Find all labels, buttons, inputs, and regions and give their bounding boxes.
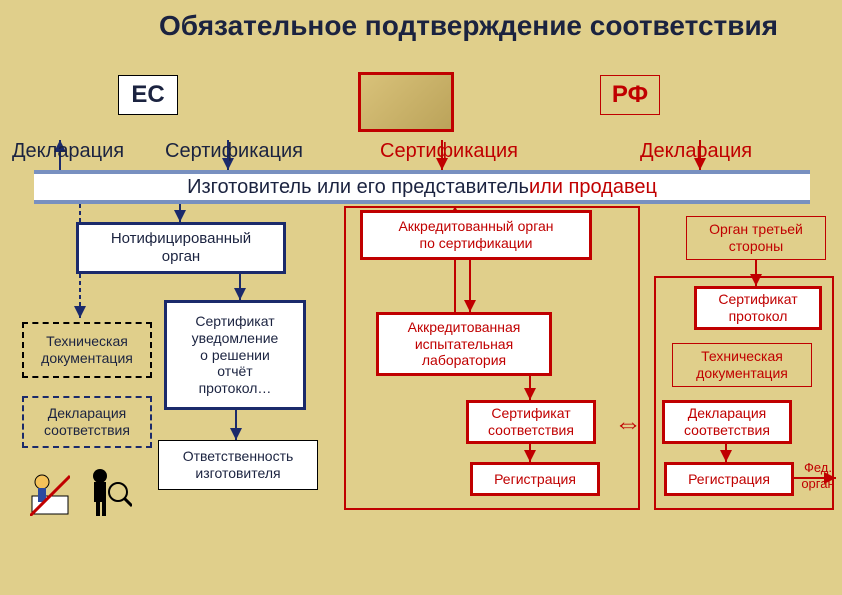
manufacturer-responsibility-label: Ответственностьизготовителя (183, 448, 294, 482)
cert-protocol-label: Сертификатпротокол (718, 291, 797, 325)
decl-conformity-r-label: Декларациясоответствия (684, 405, 770, 439)
registration-l-label: Регистрация (494, 471, 576, 488)
page-title: Обязательное подтверждение соответствия (95, 10, 842, 42)
decl-conformity-r-box: Декларациясоответствия (662, 400, 792, 444)
header-decl-left: Декларация (12, 140, 124, 163)
pictogram-2 (82, 466, 132, 516)
equivalence-icon: ⇔ (614, 408, 642, 440)
declaration-conformity-label: Декларациясоответствия (44, 405, 130, 439)
cert-protocol-box: Сертификатпротокол (694, 286, 822, 330)
notified-body-label: Нотифицированныйорган (111, 230, 251, 266)
region-ec: ЕС (118, 75, 178, 115)
fed-org-label: Фед.орган (796, 451, 840, 501)
pictogram-1 (30, 466, 70, 516)
region-ec-label: ЕС (131, 81, 164, 110)
manufacturer-responsibility-box: Ответственностьизготовителя (158, 440, 318, 490)
registration-r-box: Регистрация (664, 462, 794, 496)
cert-conformity-box: Сертификатсоответствия (466, 400, 596, 444)
declaration-conformity-box: Декларациясоответствия (22, 396, 152, 448)
accredited-lab-label: Аккредитованнаяиспытательнаялаборатория (408, 319, 521, 369)
registration-l-box: Регистрация (470, 462, 600, 496)
header-decl-right: Декларация (640, 140, 752, 163)
photo-placeholder (358, 72, 454, 132)
region-rf: РФ (600, 75, 660, 115)
header-cert-left: Сертификация (165, 140, 303, 163)
fed-org-text: Фед.орган (801, 460, 834, 491)
accredited-org-label: Аккредитованный органпо сертификации (398, 218, 553, 252)
tech-doc-r-box: Техническаядокументация (672, 343, 812, 387)
registration-r-label: Регистрация (688, 471, 770, 488)
certificate-notice-label: Сертификатуведомлениео решенииотчётпрото… (192, 313, 279, 397)
accredited-org-box: Аккредитованный органпо сертификации (360, 210, 592, 260)
accredited-lab-box: Аккредитованнаяиспытательнаялаборатория (376, 312, 552, 376)
certificate-notice-box: Сертификатуведомлениео решенииотчётпрото… (164, 300, 306, 410)
tech-doc-r-label: Техническаядокументация (696, 348, 788, 382)
region-rf-label: РФ (612, 81, 648, 110)
notified-body-box: Нотифицированныйорган (76, 222, 286, 274)
cert-conformity-label: Сертификатсоответствия (488, 405, 574, 439)
third-party-box: Орган третьейстороны (686, 216, 826, 260)
tech-doc-label: Техническаядокументация (41, 333, 133, 367)
tech-doc-box: Техническаядокументация (22, 322, 152, 378)
third-party-label: Орган третьейстороны (709, 221, 803, 255)
header-cert-right: Сертификация (380, 140, 518, 163)
actor-bar: Изготовитель или его представитель или п… (34, 170, 810, 204)
